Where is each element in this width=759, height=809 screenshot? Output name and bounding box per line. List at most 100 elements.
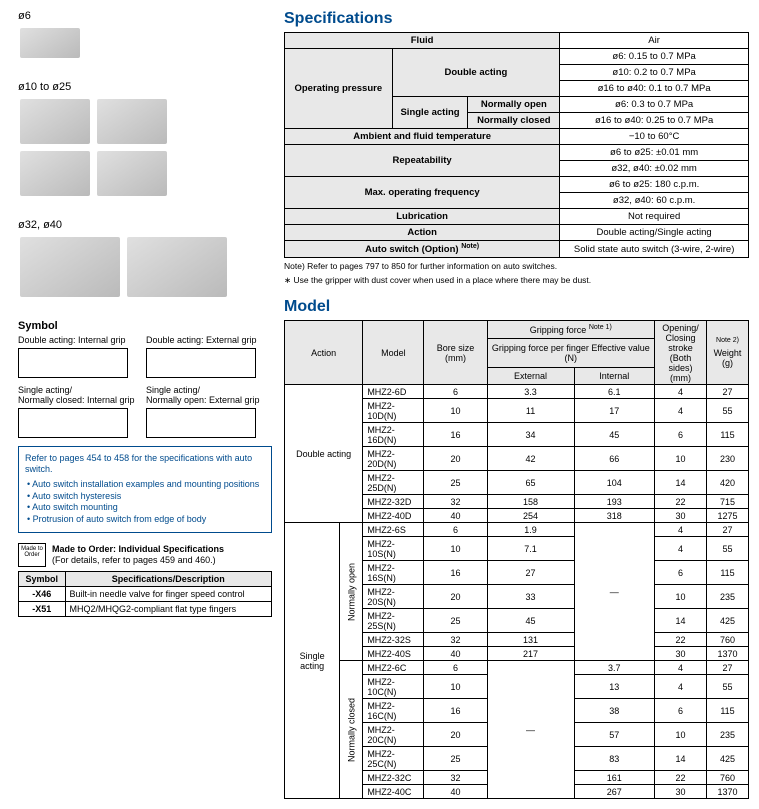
- bore: 32: [424, 495, 487, 509]
- weight: 55: [707, 675, 749, 699]
- stroke: 10: [655, 723, 707, 747]
- spec-label: Fluid: [285, 33, 560, 49]
- model-name: MHZ2-40S: [363, 647, 424, 661]
- model-name: MHZ2-40D: [363, 509, 424, 523]
- bore: 16: [424, 561, 487, 585]
- int-force: 83: [574, 747, 654, 771]
- ext-force: 11: [487, 399, 574, 423]
- ext-force: 131: [487, 633, 574, 647]
- weight: 27: [707, 523, 749, 537]
- auto-switch-note-box: Refer to pages 454 to 458 for the specif…: [18, 446, 272, 533]
- made-to-order: Made to Order Made to Order: Individual …: [18, 543, 272, 567]
- spec-value: ø6: 0.15 to 0.7 MPa: [560, 49, 749, 65]
- spec-value: ø6 to ø25: ±0.01 mm: [560, 145, 749, 161]
- mto-header-spec: Specifications/Description: [65, 571, 271, 586]
- spec-label: Action: [285, 225, 560, 241]
- model-name: MHZ2-40C: [363, 785, 424, 799]
- stroke: 22: [655, 633, 707, 647]
- weight: 115: [707, 423, 749, 447]
- bore: 32: [424, 633, 487, 647]
- bore: 10: [424, 399, 487, 423]
- weight: 1370: [707, 785, 749, 799]
- mto-desc: MHQ2/MHQG2-compliant flat type fingers: [65, 601, 271, 616]
- stroke: 30: [655, 647, 707, 661]
- left-column: ø6 ø10 to ø25 ø32, ø40 Symbol Double act…: [0, 0, 280, 809]
- bore: 16: [424, 699, 487, 723]
- stroke: 30: [655, 509, 707, 523]
- note-header: Refer to pages 454 to 458 for the specif…: [25, 453, 265, 476]
- symbol-diagram-2: [146, 348, 256, 378]
- col-grip: Gripping force Note 1): [487, 321, 654, 339]
- product-image-6: ø6: [18, 10, 272, 63]
- bore: 20: [424, 723, 487, 747]
- spec-label: Operating pressure: [285, 49, 393, 129]
- gripper-image: [20, 237, 120, 297]
- spec-label: Repeatability: [285, 145, 560, 177]
- bore: 40: [424, 509, 487, 523]
- spec-footnote: Note) Refer to pages 797 to 850 for furt…: [284, 261, 749, 272]
- spec-label: Ambient and fluid temperature: [285, 129, 560, 145]
- spec-value: Not required: [560, 209, 749, 225]
- bore: 40: [424, 647, 487, 661]
- gripper-image-6: [20, 28, 80, 58]
- model-name: MHZ2-20S(N): [363, 585, 424, 609]
- ext-force: 3.3: [487, 385, 574, 399]
- spec-label: Double acting: [392, 49, 560, 97]
- stroke: 6: [655, 561, 707, 585]
- bore: 10: [424, 537, 487, 561]
- model-name: MHZ2-10S(N): [363, 537, 424, 561]
- col-internal: Internal: [574, 368, 654, 385]
- bore: 32: [424, 771, 487, 785]
- model-name: MHZ2-25D(N): [363, 471, 424, 495]
- product-image-10-25: ø10 to ø25: [18, 81, 272, 201]
- normally-open: Normally open: [340, 523, 363, 661]
- spec-label: Single acting: [392, 97, 468, 129]
- stroke: 14: [655, 471, 707, 495]
- weight: 715: [707, 495, 749, 509]
- right-column: Specifications Fluid Air Operating press…: [280, 0, 759, 809]
- ext-force: 254: [487, 509, 574, 523]
- spec-label: Normally closed: [468, 113, 560, 129]
- spec-value: Double acting/Single acting: [560, 225, 749, 241]
- int-force: 57: [574, 723, 654, 747]
- stroke: 4: [655, 537, 707, 561]
- bore: 25: [424, 471, 487, 495]
- model-name: MHZ2-6C: [363, 661, 424, 675]
- made-to-order-icon: Made to Order: [18, 543, 46, 567]
- symbol-label-2: Double acting: External grip: [146, 336, 266, 346]
- specifications-heading: Specifications: [284, 10, 749, 28]
- symbol-label-4: Single acting/ Normally open: External g…: [146, 386, 266, 406]
- weight: 760: [707, 633, 749, 647]
- stroke: 30: [655, 785, 707, 799]
- weight: 115: [707, 561, 749, 585]
- note-bullet: • Protrusion of auto switch from edge of…: [27, 514, 265, 526]
- spec-label: Lubrication: [285, 209, 560, 225]
- weight: 425: [707, 609, 749, 633]
- stroke: 4: [655, 399, 707, 423]
- weight: 425: [707, 747, 749, 771]
- int-force: 104: [574, 471, 654, 495]
- int-force: 13: [574, 675, 654, 699]
- weight: 235: [707, 585, 749, 609]
- ext-force: 7.1: [487, 537, 574, 561]
- size-label-10-25: ø10 to ø25: [18, 81, 272, 93]
- weight: 1275: [707, 509, 749, 523]
- col-stroke: Opening/ Closing stroke (Both sides) (mm…: [655, 321, 707, 385]
- bore: 6: [424, 523, 487, 537]
- stroke: 4: [655, 385, 707, 399]
- col-bore: Bore size (mm): [424, 321, 487, 385]
- spec-label: Auto switch (Option) Note): [285, 241, 560, 258]
- spec-value: Air: [560, 33, 749, 49]
- spec-value: ø10: 0.2 to 0.7 MPa: [560, 65, 749, 81]
- int-force: 66: [574, 447, 654, 471]
- col-external: External: [487, 368, 574, 385]
- weight: 27: [707, 385, 749, 399]
- specifications-table: Fluid Air Operating pressure Double acti…: [284, 32, 749, 258]
- weight: 1370: [707, 647, 749, 661]
- stroke: 4: [655, 523, 707, 537]
- spec-value: ø16 to ø40: 0.1 to 0.7 MPa: [560, 81, 749, 97]
- mto-desc: Built-in needle valve for finger speed c…: [65, 586, 271, 601]
- ext-force: 217: [487, 647, 574, 661]
- spec-value: −10 to 60°C: [560, 129, 749, 145]
- stroke: 4: [655, 661, 707, 675]
